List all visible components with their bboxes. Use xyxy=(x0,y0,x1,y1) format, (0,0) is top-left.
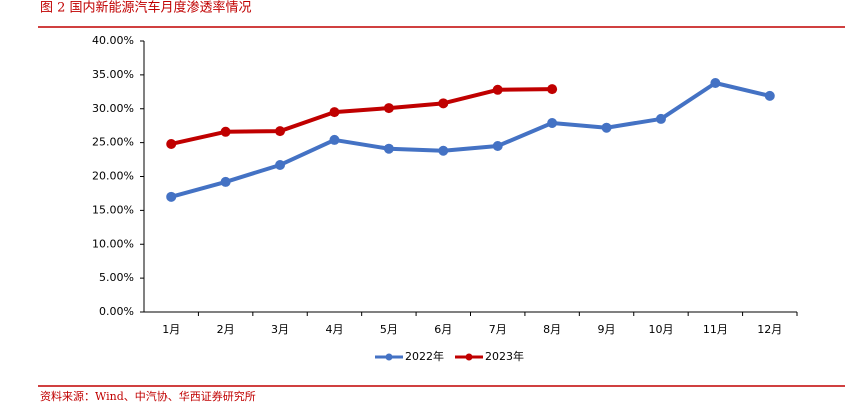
y-tick-label: 40.00% xyxy=(92,34,134,47)
x-tick-label: 4月 xyxy=(325,323,343,336)
legend-label: 2023年 xyxy=(485,349,524,363)
y-tick-label: 10.00% xyxy=(92,237,134,250)
y-tick-label: 5.00% xyxy=(99,271,134,284)
y-tick-label: 15.00% xyxy=(92,203,134,216)
x-tick-label: 11月 xyxy=(703,323,728,336)
y-tick-label: 35.00% xyxy=(92,68,134,81)
point xyxy=(329,107,340,118)
x-tick-label: 2月 xyxy=(217,323,235,336)
chart-title: 图 2 国内新能源汽车月度渗透率情况 xyxy=(40,0,252,16)
point xyxy=(166,138,177,149)
y-tick-label: 25.00% xyxy=(92,136,134,149)
point xyxy=(275,126,286,137)
point xyxy=(655,113,666,124)
x-tick-label: 6月 xyxy=(434,323,452,336)
point xyxy=(166,191,177,202)
legend-marker xyxy=(385,353,393,361)
point xyxy=(764,90,775,101)
point xyxy=(547,84,558,95)
x-tick-label: 10月 xyxy=(648,323,673,336)
source: 资料来源：Wind、中汽协、华西证券研究所 xyxy=(40,389,256,403)
point xyxy=(329,134,340,145)
point xyxy=(438,98,449,109)
point xyxy=(492,84,503,95)
x-tick-label: 3月 xyxy=(271,323,289,336)
point xyxy=(710,78,721,89)
x-tick-label: 9月 xyxy=(598,323,616,336)
point xyxy=(492,141,503,152)
series-line xyxy=(170,81,771,199)
point xyxy=(438,145,449,156)
point xyxy=(220,126,231,137)
point xyxy=(601,122,612,133)
x-tick-label: 8月 xyxy=(543,323,561,336)
point xyxy=(220,176,231,187)
series-line xyxy=(170,87,553,146)
point xyxy=(383,143,394,154)
y-tick-label: 20.00% xyxy=(92,170,134,183)
x-tick-label: 1月 xyxy=(162,323,180,336)
point xyxy=(547,117,558,128)
y-tick-label: 0.00% xyxy=(99,305,134,318)
y-tick-label: 30.00% xyxy=(92,102,134,115)
x-tick-label: 5月 xyxy=(380,323,398,336)
x-tick-label: 7月 xyxy=(489,323,507,336)
legend-label: 2022年 xyxy=(405,349,444,363)
point xyxy=(275,159,286,170)
legend-marker xyxy=(465,353,473,361)
x-tick-label: 12月 xyxy=(757,323,782,336)
point xyxy=(383,103,394,114)
